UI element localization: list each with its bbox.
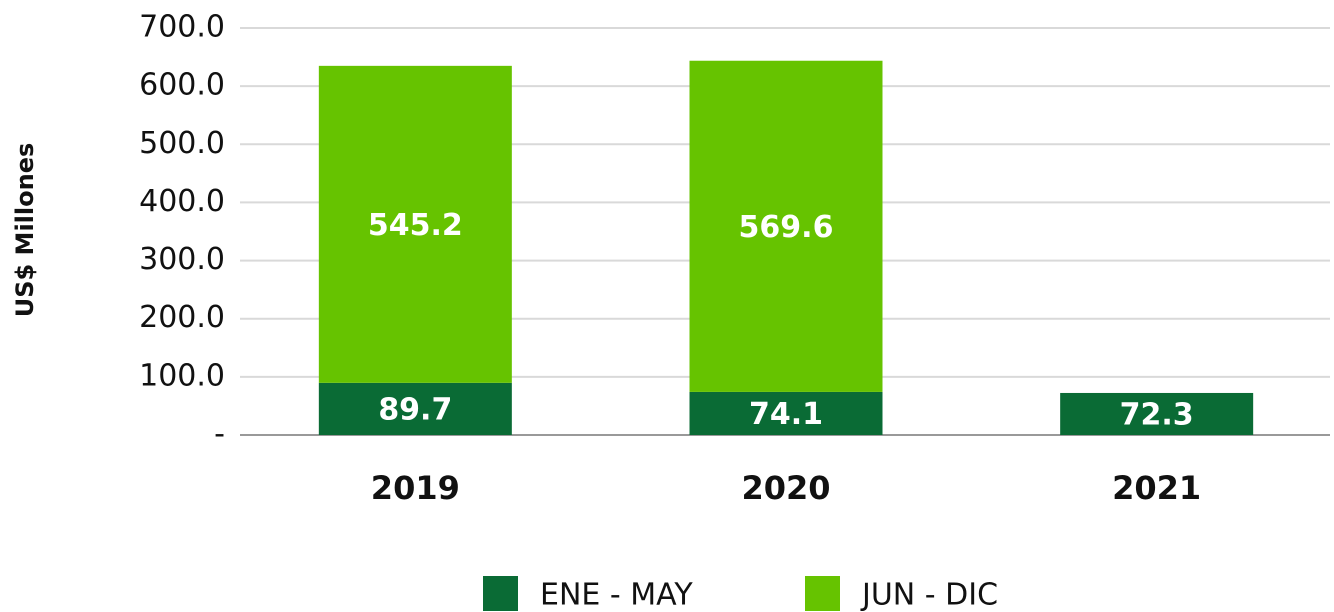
- y-tick-label: 200.0: [139, 300, 225, 335]
- legend-swatch: [483, 576, 518, 611]
- y-tick-label: 300.0: [139, 242, 225, 277]
- bar-segment: [689, 391, 883, 435]
- value-label: 72.3: [1120, 397, 1194, 432]
- bar-segment: [318, 382, 512, 435]
- y-axis-title: US$ Millones: [11, 143, 39, 318]
- y-tick-label: 100.0: [139, 358, 225, 393]
- y-tick-label: 500.0: [139, 126, 225, 161]
- bar-segment: [1060, 392, 1254, 435]
- value-label: 545.2: [368, 208, 463, 243]
- value-label: 569.6: [739, 210, 834, 245]
- y-tick-label: 400.0: [139, 184, 225, 219]
- y-tick-label: 700.0: [139, 10, 225, 45]
- x-tick-label: 2019: [371, 469, 460, 507]
- legend-label: JUN - DIC: [860, 578, 998, 612]
- legend-label: ENE - MAY: [540, 578, 693, 612]
- y-tick-label: -: [214, 417, 225, 452]
- bar-segment: [689, 60, 883, 392]
- value-label: 89.7: [378, 392, 452, 427]
- y-tick-label: 600.0: [139, 68, 225, 103]
- bar-segment: [318, 65, 512, 383]
- x-tick-label: 2020: [741, 469, 830, 507]
- x-tick-label: 2021: [1112, 469, 1201, 507]
- legend-swatch: [805, 576, 840, 611]
- value-label: 74.1: [749, 397, 823, 432]
